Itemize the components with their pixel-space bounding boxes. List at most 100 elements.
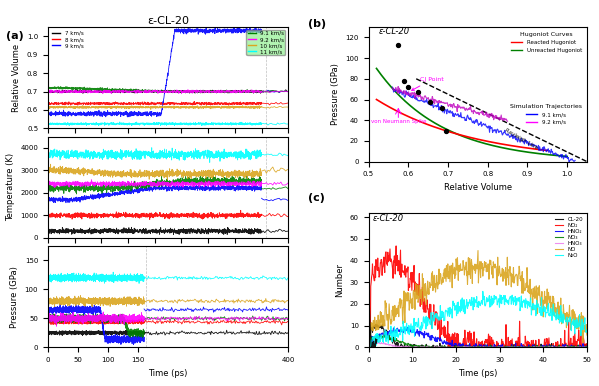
Point (425, 98, 435, 105)
Title: ε-CL-20: ε-CL-20 (147, 16, 189, 26)
NO₃ (380, 333, 387, 337)
N₂O (583, 328, 591, 332)
Line: NO₂: NO₂ (368, 246, 587, 347)
Unreacted Hugoniot (409, 105, 416, 109)
Reacted Hugoniot (529, 146, 536, 151)
NO₂ (544, 345, 552, 349)
CL-20 (470, 344, 477, 349)
Unreacted Hugoniot (564, 154, 571, 159)
NO₂ (495, 345, 503, 350)
Line: Unreacted Hugoniot: Unreacted Hugoniot (377, 68, 567, 156)
Unreacted Hugoniot (373, 66, 380, 71)
Y-axis label: Temperature (K): Temperature (K) (5, 153, 14, 221)
N₂O (468, 301, 476, 306)
HNO₂ (484, 345, 491, 350)
HNO₃ (579, 345, 586, 349)
N₂O (470, 296, 477, 301)
N₂O (479, 289, 486, 294)
NO₂ (583, 345, 591, 350)
NO₂ (483, 337, 491, 342)
Point (441, 127, 451, 134)
NO (468, 281, 476, 286)
N₂O (483, 300, 491, 304)
HNO₃ (496, 345, 503, 350)
Line: Reacted Hugoniot: Reacted Hugoniot (377, 100, 547, 151)
Y-axis label: Pressure (GPa): Pressure (GPa) (10, 266, 19, 328)
N₂O (495, 297, 503, 301)
NO₃ (470, 345, 477, 350)
NO₂ (365, 345, 372, 350)
NO₃ (484, 345, 491, 350)
HNO₂ (496, 345, 503, 350)
NO₃ (365, 344, 372, 349)
CL-20 (544, 345, 552, 350)
Line: HNO₂: HNO₂ (368, 327, 587, 347)
CL-20 (583, 342, 591, 346)
HNO₃ (484, 345, 491, 350)
Unreacted Hugoniot (380, 76, 388, 81)
HNO₂ (404, 325, 412, 330)
NO₂ (579, 345, 586, 350)
CL-20 (372, 322, 379, 327)
Point (394, 42, 403, 48)
Text: CJ Point: CJ Point (412, 77, 444, 90)
Unreacted Hugoniot (547, 152, 555, 157)
NO₂ (470, 330, 477, 334)
NO₃ (579, 345, 586, 350)
Text: ε-CL-20: ε-CL-20 (373, 215, 404, 223)
Text: ε-CL-20: ε-CL-20 (379, 27, 410, 36)
CL-20 (483, 343, 491, 347)
Unreacted Hugoniot (423, 116, 431, 121)
Reacted Hugoniot (380, 102, 387, 106)
CL-20 (495, 343, 503, 348)
Point (437, 105, 447, 111)
Rayleigh Line (413, 76, 420, 81)
HNO₃ (365, 345, 372, 349)
Line: NO₃: NO₃ (368, 335, 587, 347)
Rayleigh Line (575, 155, 582, 160)
Reacted Hugoniot (418, 120, 425, 125)
HNO₂ (583, 344, 591, 348)
Rayleigh Line (501, 119, 508, 124)
Text: Rayleigh Line: Rayleigh Line (504, 127, 538, 150)
HNO₂ (470, 345, 477, 350)
NO (495, 269, 503, 273)
HNO₃ (545, 345, 552, 349)
Y-axis label: Relative Volume: Relative Volume (13, 44, 22, 112)
X-axis label: Time (ps): Time (ps) (149, 369, 187, 378)
Legend: CL-20, NO₂, HNO₂, NO₃, HNO₃, NO, N₂O: CL-20, NO₂, HNO₂, NO₃, HNO₃, NO, N₂O (553, 215, 584, 259)
Legend: 9.1 km/s, 9.2 km/s, 10 km/s, 11 km/s: 9.1 km/s, 9.2 km/s, 10 km/s, 11 km/s (246, 30, 286, 55)
Rayleigh Line (452, 96, 459, 100)
NO₃ (545, 345, 552, 350)
Point (413, 89, 423, 95)
Legend: 9.1 km/s, 9.2 km/s: 9.1 km/s, 9.2 km/s (508, 102, 584, 127)
Text: (b): (b) (308, 19, 326, 29)
Text: (c): (c) (308, 193, 325, 203)
Rayleigh Line (446, 92, 453, 97)
HNO₃ (583, 345, 591, 350)
HNO₂ (579, 343, 586, 348)
HNO₂ (471, 344, 478, 349)
HNO₃ (471, 345, 478, 350)
NO₂ (392, 244, 400, 248)
Reacted Hugoniot (383, 103, 391, 108)
Reacted Hugoniot (373, 97, 380, 102)
X-axis label: Time (ps): Time (ps) (458, 369, 497, 378)
Point (400, 78, 409, 84)
Line: HNO₃: HNO₃ (368, 342, 587, 347)
NO (544, 297, 552, 301)
HNO₂ (545, 345, 552, 350)
Y-axis label: Pressure (GPa): Pressure (GPa) (331, 63, 340, 125)
NO (470, 264, 477, 269)
NO₃ (496, 345, 503, 349)
NO₃ (365, 345, 373, 350)
HNO₃ (470, 345, 477, 350)
N₂O (544, 308, 552, 313)
Unreacted Hugoniot (554, 153, 561, 158)
Line: NO: NO (368, 251, 587, 347)
Text: (a): (a) (6, 30, 24, 41)
CL-20 (365, 345, 372, 350)
NO₃ (471, 345, 478, 350)
Text: von Neumann Spike: von Neumann Spike (371, 119, 426, 124)
CL-20 (469, 345, 476, 350)
